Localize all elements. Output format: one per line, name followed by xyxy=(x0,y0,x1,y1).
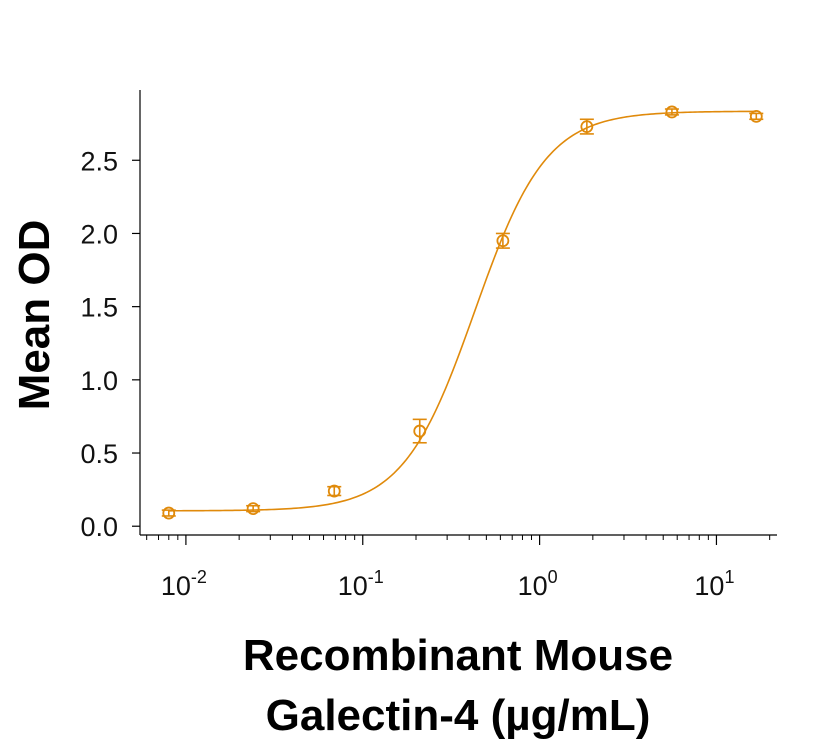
data-point xyxy=(749,109,764,123)
x-tick-exponent: 1 xyxy=(724,567,734,587)
data-point xyxy=(495,232,510,249)
x-tick-base: 10 xyxy=(338,571,368,601)
x-tick-exponent: -1 xyxy=(368,567,384,587)
tick-labels-group: 0.00.51.01.52.02.510-2 10-1 100 101 xyxy=(80,146,734,601)
x-tick-label: 10-2 xyxy=(161,567,207,601)
data-marker xyxy=(246,502,260,516)
y-tick-label: 1.0 xyxy=(80,366,118,396)
data-marker xyxy=(162,506,176,520)
x-tick-label: 101 xyxy=(694,567,734,601)
x-tick-base: 10 xyxy=(694,571,724,601)
data-points-group xyxy=(161,105,764,520)
y-tick-label: 1.5 xyxy=(80,293,118,323)
data-marker xyxy=(327,484,341,498)
data-point xyxy=(161,506,176,520)
data-point xyxy=(327,484,342,498)
data-point xyxy=(579,118,594,135)
data-marker xyxy=(749,109,763,123)
y-tick-label: 2.0 xyxy=(80,219,118,249)
x-axis-title-line-2: Galectin-4 (µg/mL) xyxy=(266,691,651,740)
data-marker xyxy=(580,120,594,133)
x-axis-title-line-1: Recombinant Mouse xyxy=(243,631,673,680)
x-tick-base: 10 xyxy=(161,571,191,601)
data-point xyxy=(664,105,679,119)
data-point xyxy=(412,418,427,444)
x-tick-exponent: 0 xyxy=(548,567,558,587)
data-point xyxy=(246,502,261,516)
data-marker xyxy=(665,105,679,119)
data-marker xyxy=(413,424,427,438)
y-tick-label: 0.0 xyxy=(80,512,118,542)
y-axis-title: Mean OD xyxy=(10,220,59,411)
x-tick-label: 100 xyxy=(518,567,558,601)
data-marker xyxy=(496,234,510,248)
axes xyxy=(132,90,777,545)
x-tick-label: 10-1 xyxy=(338,567,384,601)
x-tick-base: 10 xyxy=(518,571,548,601)
y-tick-label: 0.5 xyxy=(80,439,118,469)
x-tick-exponent: -2 xyxy=(191,567,207,587)
fit-curve xyxy=(168,110,757,512)
fit-curve-group xyxy=(168,110,757,512)
y-tick-label: 2.5 xyxy=(80,146,118,176)
